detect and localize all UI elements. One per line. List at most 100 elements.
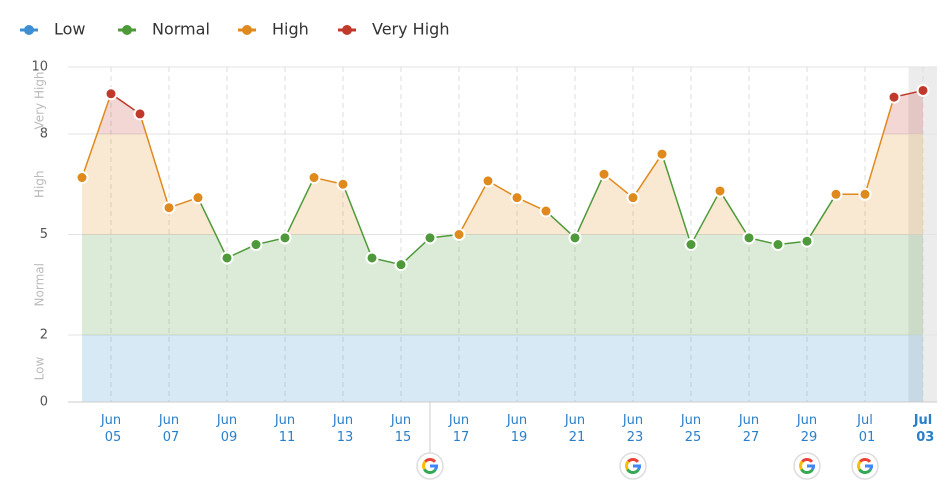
band-fill — [82, 90, 923, 134]
data-point — [307, 171, 321, 185]
legend-item: High — [238, 20, 309, 39]
data-point — [365, 251, 379, 265]
line-segment — [458, 180, 489, 235]
legend-marker — [122, 25, 132, 35]
legend-label: High — [272, 20, 309, 39]
data-point — [162, 201, 176, 215]
google-update-icon — [851, 452, 879, 480]
x-tick-label: Jun 05 — [100, 413, 122, 445]
line-segment — [545, 210, 576, 239]
legend-item: Low — [20, 20, 86, 39]
line-segment — [806, 193, 837, 242]
icon-arc — [858, 468, 872, 474]
band-label: Normal — [33, 263, 47, 306]
icon-arc — [627, 458, 640, 463]
legend-marker — [342, 25, 352, 35]
line-segment — [400, 237, 431, 266]
y-tick-label: 0 — [40, 395, 48, 410]
line-segment — [661, 153, 692, 245]
line-segment — [719, 190, 750, 239]
line-segment — [632, 153, 663, 199]
band-fill — [82, 335, 923, 402]
data-point — [858, 187, 872, 201]
icon-arc — [625, 460, 630, 471]
data-point — [771, 238, 785, 252]
data-point — [191, 191, 205, 205]
line-segment — [342, 183, 373, 259]
icon-arc — [799, 460, 804, 471]
data-point — [655, 147, 669, 161]
x-tick-label: Jun 21 — [564, 413, 586, 445]
line-segment — [864, 96, 895, 195]
legend-item: Normal — [118, 20, 210, 39]
data-point — [684, 238, 698, 252]
band-label: Very High — [33, 71, 47, 129]
icon-arc — [626, 468, 640, 474]
x-tick-label: Jun 19 — [506, 413, 528, 445]
data-point — [278, 231, 292, 245]
line-segment — [139, 113, 170, 208]
data-point — [568, 231, 582, 245]
google-update-icon — [793, 452, 821, 480]
x-tick-label: Jun 11 — [274, 413, 296, 445]
x-tick-label: Jul 03 — [912, 413, 935, 445]
x-tick-label: Jun 07 — [158, 413, 180, 445]
y-tick-label: 2 — [40, 328, 48, 343]
data-point — [75, 171, 89, 185]
line-segment — [690, 190, 721, 245]
x-tick-label: Jul 01 — [855, 413, 876, 445]
band-fill — [82, 234, 923, 335]
x-tick-label: Jun 17 — [448, 413, 470, 445]
data-point — [394, 258, 408, 272]
data-point — [220, 251, 234, 265]
data-point — [423, 231, 437, 245]
icon-arc — [859, 458, 872, 463]
icon-arc — [800, 468, 814, 474]
legend-marker — [24, 25, 34, 35]
icon-arc — [423, 468, 437, 474]
google-update-icon — [619, 452, 647, 480]
data-point — [510, 191, 524, 205]
data-point — [713, 184, 727, 198]
icon-arc — [857, 460, 862, 471]
x-tick-label: Jun 27 — [738, 413, 760, 445]
data-point — [539, 204, 553, 218]
x-tick-label: Jun 25 — [680, 413, 702, 445]
data-point — [133, 107, 147, 121]
legend-item: Very High — [338, 20, 449, 39]
x-tick-label: Jun 29 — [796, 413, 818, 445]
legend-label: Low — [54, 20, 86, 39]
data-point — [249, 238, 263, 252]
line-segment — [574, 173, 605, 239]
icon-arc — [801, 458, 814, 463]
data-point — [626, 191, 640, 205]
data-point — [597, 167, 611, 181]
data-point — [336, 177, 350, 191]
band-label: Low — [33, 357, 47, 381]
data-point — [887, 90, 901, 104]
google-update-icon — [416, 402, 444, 480]
data-point — [800, 234, 814, 248]
line-segment — [81, 93, 112, 178]
line-segment — [284, 177, 315, 239]
x-tick-label: Jun 15 — [390, 413, 412, 445]
data-point — [742, 231, 756, 245]
icon-arc — [422, 460, 427, 471]
y-tick-label: 10 — [31, 60, 48, 75]
line-segment — [197, 197, 228, 259]
y-tick-label: 5 — [40, 227, 48, 242]
x-tick-label: Jun 13 — [332, 413, 354, 445]
icon-arc — [424, 458, 437, 463]
legend-label: Normal — [152, 20, 210, 39]
data-point — [452, 228, 466, 241]
y-tick-label: 8 — [40, 127, 48, 142]
legend-label: Very High — [372, 20, 449, 39]
data-point — [829, 187, 843, 201]
x-tick-label: Jun 09 — [216, 413, 238, 445]
data-point — [916, 83, 930, 97]
x-tick-label: Jun 23 — [622, 413, 644, 445]
band-label: High — [33, 170, 47, 198]
data-point — [481, 174, 495, 188]
legend-marker — [242, 25, 252, 35]
